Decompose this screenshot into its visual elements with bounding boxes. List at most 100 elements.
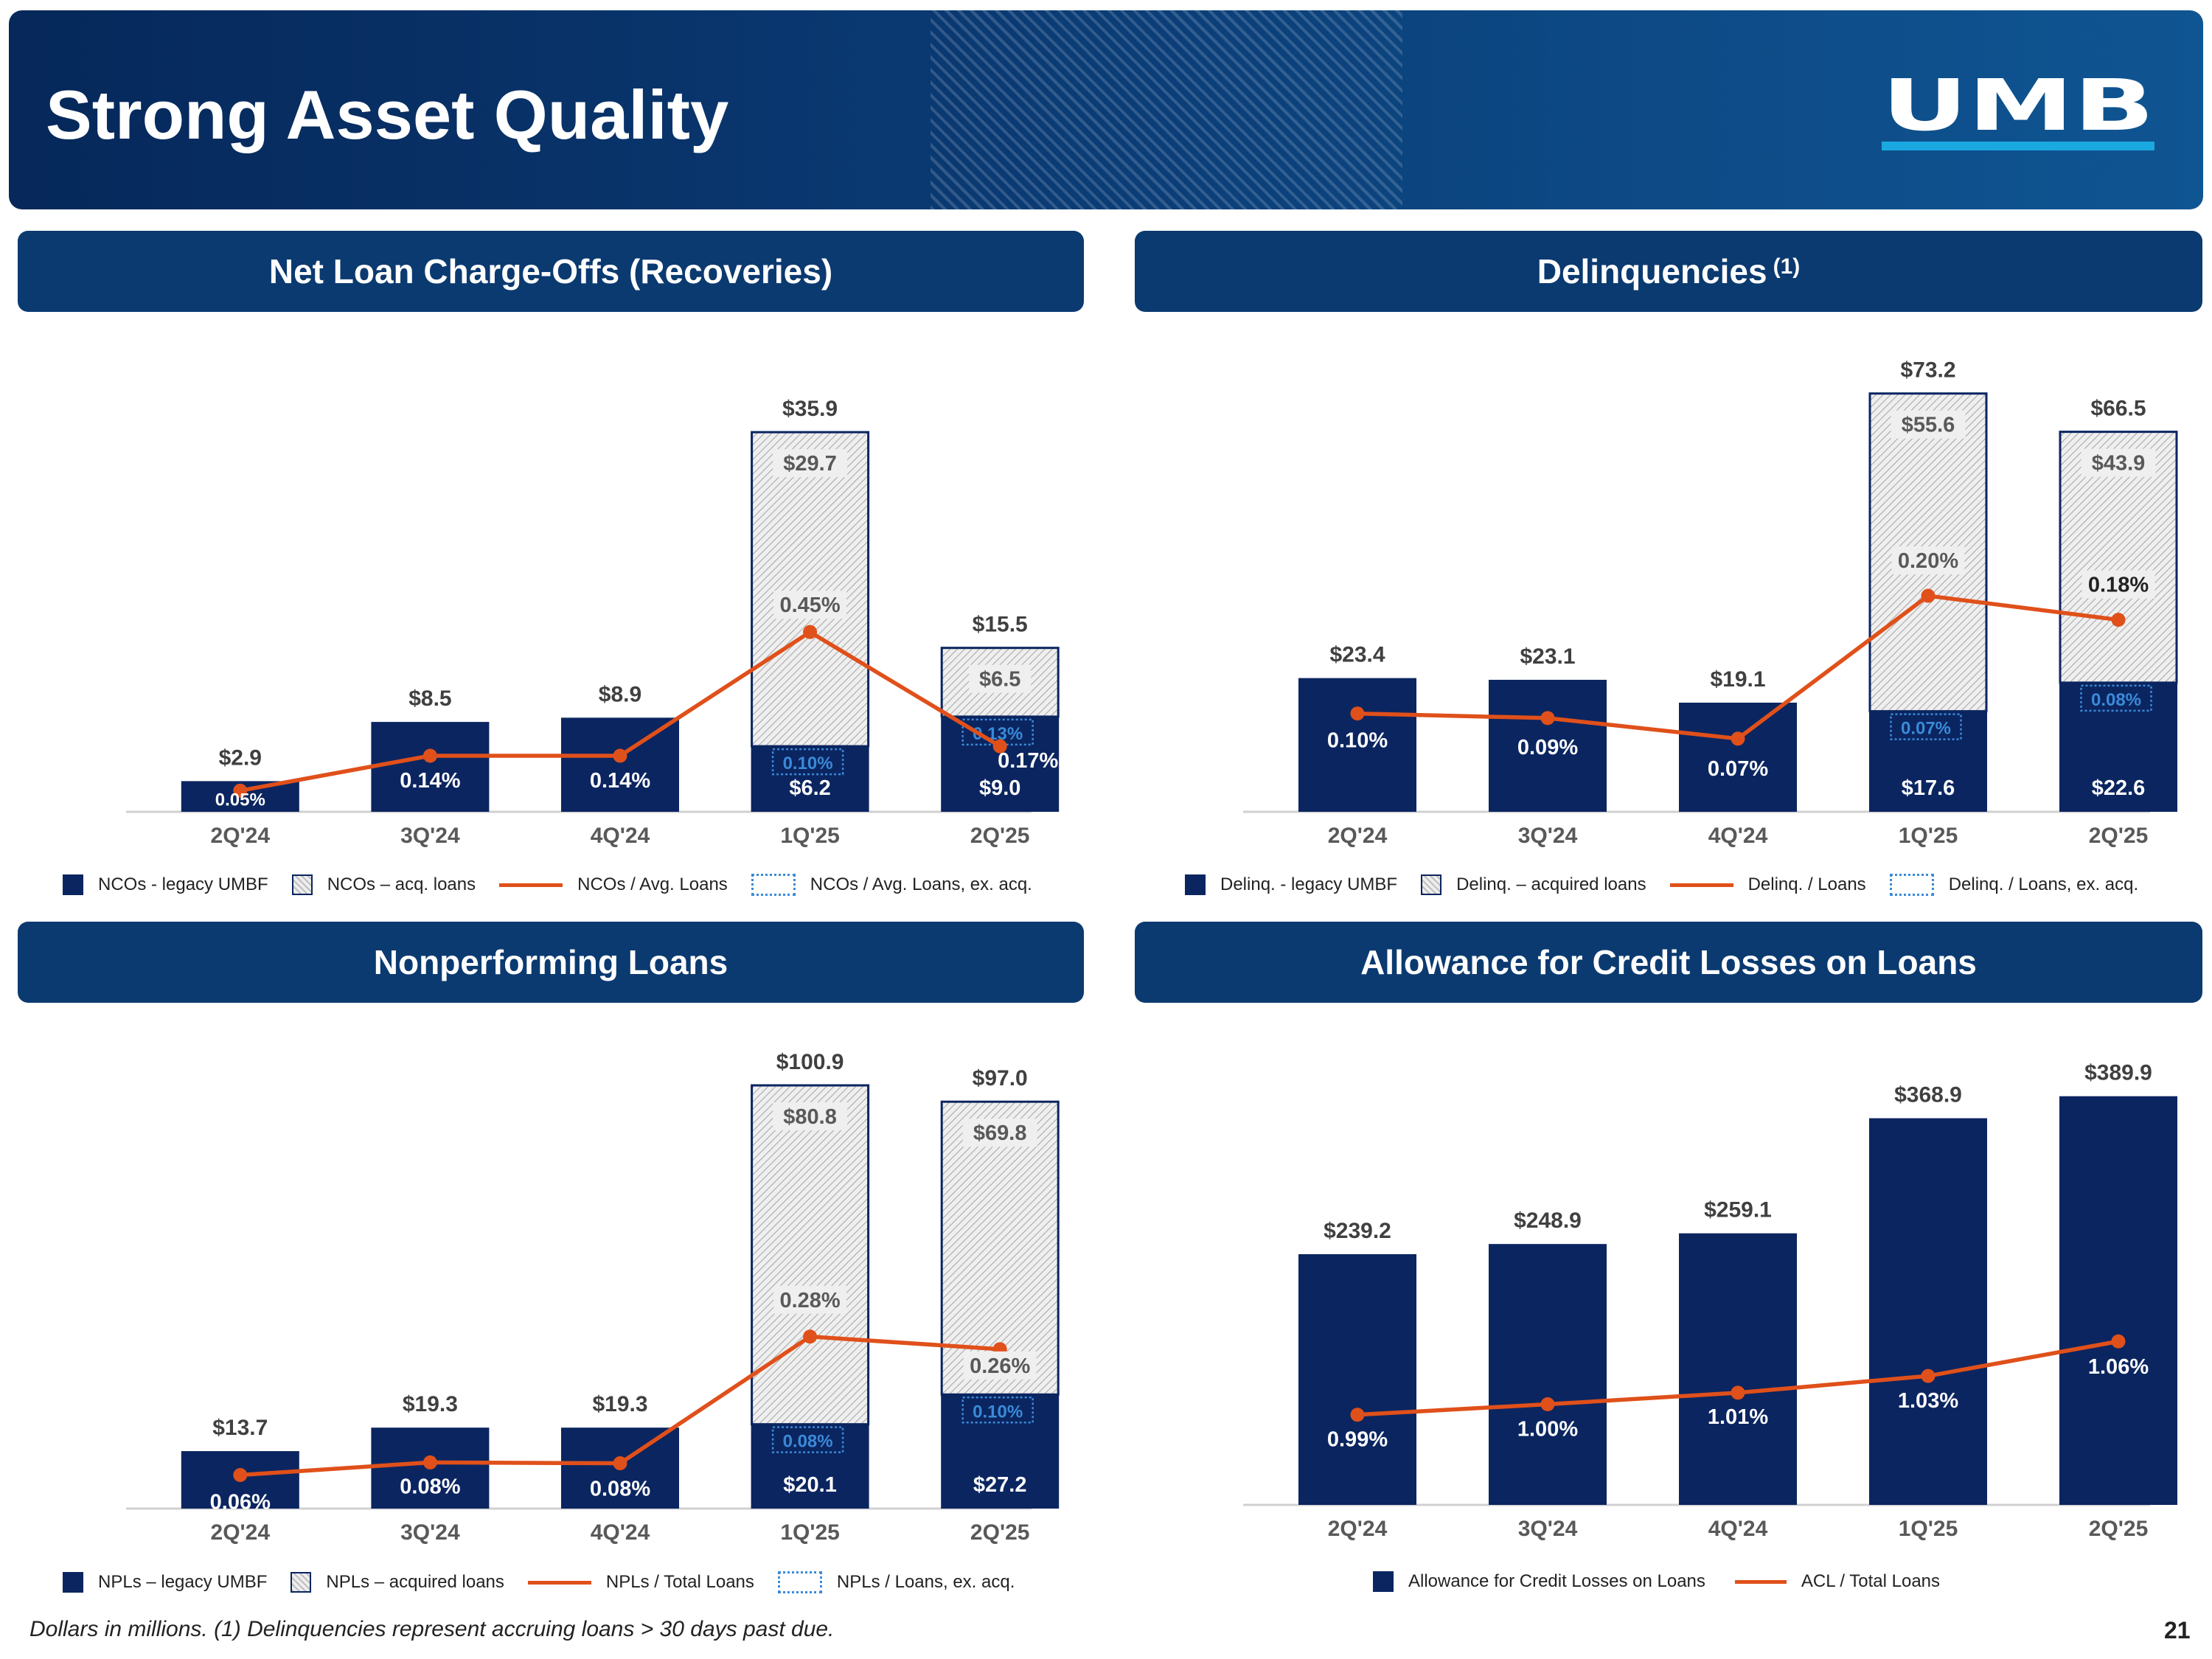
legend-label: Delinq. / Loans	[1747, 874, 1866, 894]
total-value-label: $8.9	[599, 682, 641, 706]
bar-legacy	[1298, 678, 1416, 812]
ratio-value-label: 0.45%	[779, 594, 840, 617]
legacy-value-label: $6.2	[789, 776, 830, 800]
legacy-value-label: $20.1	[783, 1473, 837, 1497]
title-bar-texture	[931, 10, 1402, 209]
ratio-marker	[233, 1467, 248, 1482]
legend-swatch-line	[1734, 1579, 1787, 1584]
ex-acq-box	[771, 748, 844, 776]
legend-swatch-dotted	[751, 874, 796, 896]
category-label: 2Q'25	[2089, 824, 2149, 848]
ratio-marker	[613, 1456, 627, 1471]
ex-acq-label: 0.08%	[783, 1432, 833, 1452]
legend-swatch-solid	[63, 1572, 83, 1593]
ex-acq-label: 0.10%	[973, 1402, 1023, 1422]
category-label: 1Q'25	[780, 824, 840, 848]
ratio-marker	[2111, 1334, 2126, 1349]
bar-acquired	[751, 1084, 870, 1426]
legend-label: ACL / Total Loans	[1801, 1571, 1941, 1591]
bar-legacy	[1869, 711, 1987, 812]
total-value-label: $35.9	[782, 397, 838, 421]
legend-label: NPLs – acquired loans	[326, 1572, 504, 1592]
legend-swatch-solid	[1185, 874, 1206, 895]
total-value-label: $73.2	[1900, 358, 1955, 383]
category-label: 4Q'24	[1708, 1517, 1768, 1541]
legacy-value-label: $27.2	[973, 1473, 1027, 1497]
umb-logo: UMB	[1882, 71, 2154, 150]
acq-label-bg	[773, 449, 848, 478]
legend-swatch-hatch	[291, 874, 313, 895]
total-value-label: $8.5	[408, 686, 451, 711]
ratio-value-label: 0.06%	[210, 1490, 271, 1514]
legend-item: NCOs - legacy UMBF	[63, 874, 268, 895]
ratio-marker	[422, 748, 437, 763]
category-label: 3Q'24	[400, 824, 460, 848]
legend-label: Delinq. - legacy UMBF	[1220, 874, 1398, 894]
acquired-value-label: $55.6	[1902, 414, 1955, 437]
delinq-panel-header: Delinquencies (1)	[1135, 231, 2202, 312]
ratio-value-label: 0.18%	[2088, 574, 2149, 597]
total-value-label: $248.9	[1514, 1208, 1582, 1233]
legend-label: NCOs – acq. loans	[327, 874, 476, 894]
ratio-marker	[1350, 706, 1365, 721]
total-value-label: $23.1	[1520, 644, 1575, 669]
acl-legend: Allowance for Credit Losses on Loans ACL…	[1373, 1571, 1964, 1592]
legend-label: NPLs / Loans, ex. acq.	[836, 1572, 1015, 1592]
acquired-value-label: $80.8	[783, 1105, 837, 1129]
acq-label-bg	[773, 1102, 848, 1131]
ratio-marker	[1540, 711, 1555, 726]
ratio-label-bg	[1891, 546, 1965, 575]
category-label: 3Q'24	[1518, 1517, 1578, 1541]
umb-logo-underline	[1882, 142, 2154, 150]
bar-legacy	[1679, 702, 1797, 812]
delinq-title-footnote-ref: (1)	[1773, 254, 1801, 279]
category-label: 4Q'24	[1708, 824, 1768, 848]
acl-panel-header: Allowance for Credit Losses on Loans	[1135, 922, 2202, 1003]
total-value-label: $389.9	[2084, 1061, 2152, 1085]
legend-swatch-line	[527, 1580, 591, 1585]
category-label: 4Q'24	[591, 824, 650, 848]
legend-item: NPLs – acquired loans	[291, 1572, 504, 1593]
bar-legacy	[1298, 1253, 1416, 1505]
ratio-marker	[1921, 588, 1935, 603]
npl-title: Nonperforming Loans	[373, 943, 728, 981]
acquired-value-label: $6.5	[979, 668, 1020, 692]
ratio-value-label: 0.08%	[400, 1475, 460, 1498]
category-label: 2Q'24	[1328, 824, 1388, 848]
category-label: 2Q'24	[211, 824, 271, 848]
category-label: 3Q'24	[1518, 824, 1578, 848]
total-value-label: $19.3	[592, 1392, 647, 1416]
legend-item: NCOs – acq. loans	[291, 874, 476, 895]
nco-panel-header: Net Loan Charge-Offs (Recoveries)	[18, 231, 1084, 312]
legend-label: NCOs - legacy UMBF	[98, 874, 268, 894]
ratio-marker	[1540, 1397, 1555, 1412]
bar-legacy	[751, 1424, 869, 1509]
category-label: 2Q'24	[1328, 1517, 1388, 1541]
legend-label: NCOs / Avg. Loans	[577, 874, 728, 894]
ratio-value-label: 0.10%	[1327, 729, 1388, 753]
legend-swatch-hatch	[1421, 874, 1442, 895]
total-value-label: $15.5	[973, 613, 1028, 637]
bar-legacy	[941, 716, 1060, 812]
ratio-marker	[233, 783, 248, 798]
acquired-value-label: $29.7	[783, 452, 837, 476]
umb-logo-text: UMB	[1882, 71, 2154, 147]
total-value-label: $239.2	[1324, 1219, 1391, 1243]
ex-acq-box	[771, 1426, 844, 1453]
legacy-value-label: $17.6	[1902, 776, 1955, 800]
acl-title: Allowance for Credit Losses on Loans	[1360, 943, 1977, 981]
legend-label: NPLs / Total Loans	[605, 1572, 754, 1592]
legend-item: ACL / Total Loans	[1734, 1571, 1941, 1592]
ratio-value-label: 0.14%	[400, 769, 460, 793]
total-value-label: $19.1	[1710, 667, 1765, 692]
bar-acquired	[751, 431, 870, 748]
page-number: 21	[2164, 1617, 2191, 1644]
ratio-marker	[1731, 1385, 1745, 1400]
ratio-value-label: 1.00%	[1517, 1418, 1578, 1441]
bar-legacy	[1489, 679, 1607, 812]
legend-swatch-solid	[63, 874, 83, 895]
